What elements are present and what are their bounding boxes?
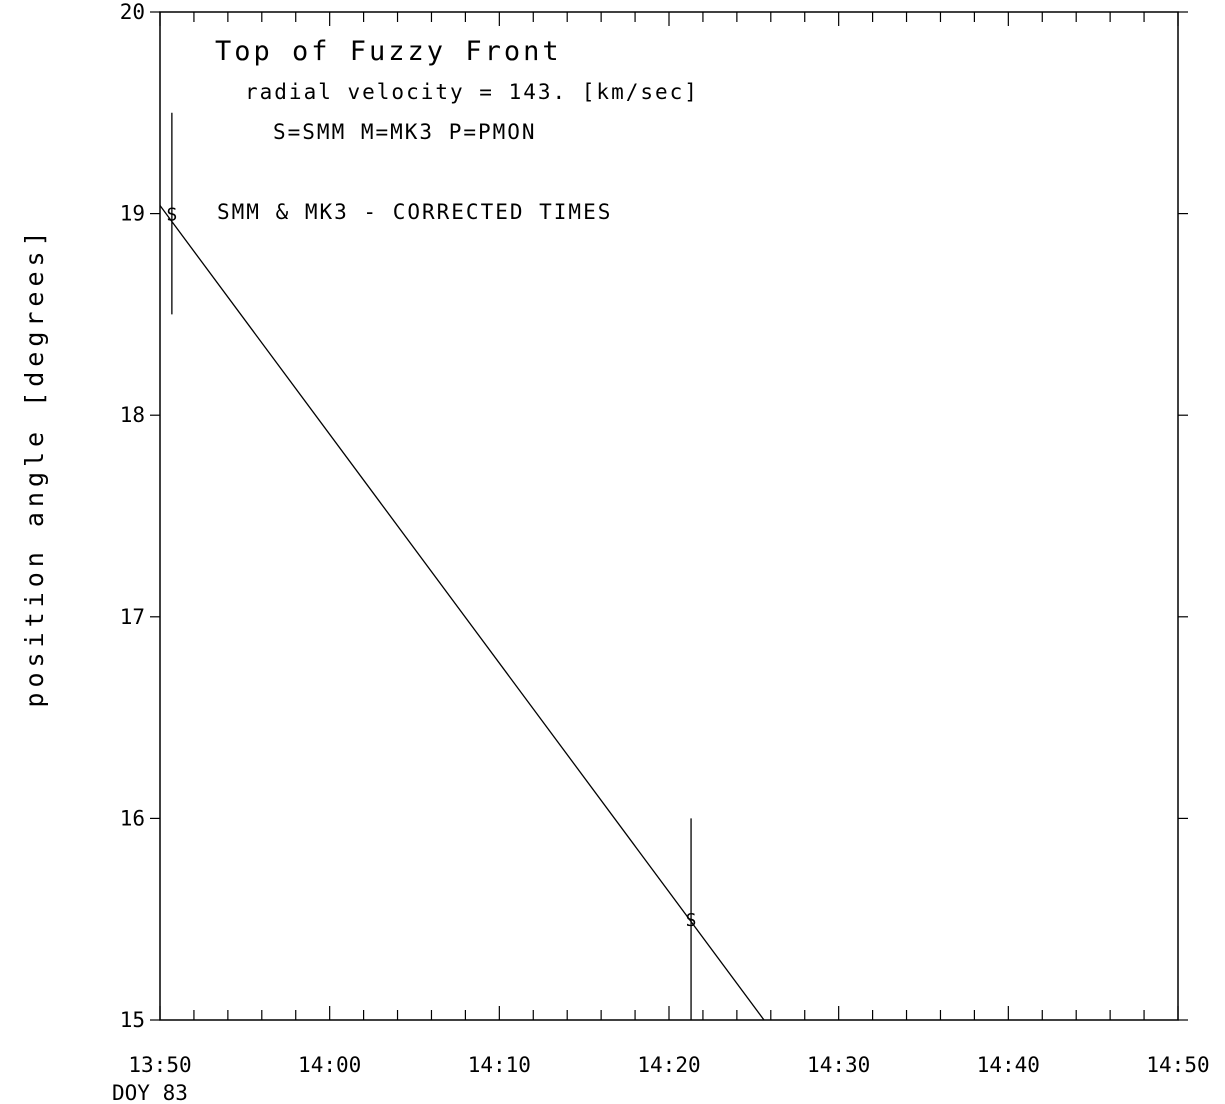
data-point-marker: S [166, 205, 177, 226]
x-tick-label: 14:30 [807, 1053, 870, 1077]
x-tick-label: 13:50 [128, 1053, 191, 1077]
annotation-text: SMM & MK3 - CORRECTED TIMES [217, 200, 612, 224]
y-axis-label: position angle [degrees] [20, 226, 49, 707]
x-tick-labels: 13:50 14:00 14:10 14:20 14:30 14:40 14:50 [128, 1053, 1209, 1077]
y-tick-label: 16 [120, 806, 145, 830]
y-tick-label: 15 [120, 1008, 145, 1032]
data-point-marker: S [686, 910, 697, 931]
x-tick-label: 14:00 [298, 1053, 361, 1077]
y-tick-label: 18 [120, 403, 145, 427]
y-tick-labels: 15 16 17 18 19 20 [120, 0, 145, 1032]
chart-subtitle: radial velocity = 143. [km/sec] [245, 80, 699, 104]
plot-frame [160, 12, 1178, 1020]
chart-title: Top of Fuzzy Front [215, 36, 562, 67]
y-tick-label: 20 [120, 0, 145, 24]
x-tick-label: 14:10 [468, 1053, 531, 1077]
x-date-label: DOY 83 [112, 1081, 188, 1104]
fit-line [160, 206, 764, 1020]
axis-ticks [150, 12, 1188, 1020]
data-marks: SS [160, 113, 764, 1020]
x-tick-label: 14:20 [637, 1053, 700, 1077]
x-tick-label: 14:40 [977, 1053, 1040, 1077]
y-tick-label: 17 [120, 605, 145, 629]
y-tick-label: 19 [120, 202, 145, 226]
legend-text: S=SMM M=MK3 P=PMON [273, 120, 537, 144]
x-tick-label: 14:50 [1146, 1053, 1209, 1077]
